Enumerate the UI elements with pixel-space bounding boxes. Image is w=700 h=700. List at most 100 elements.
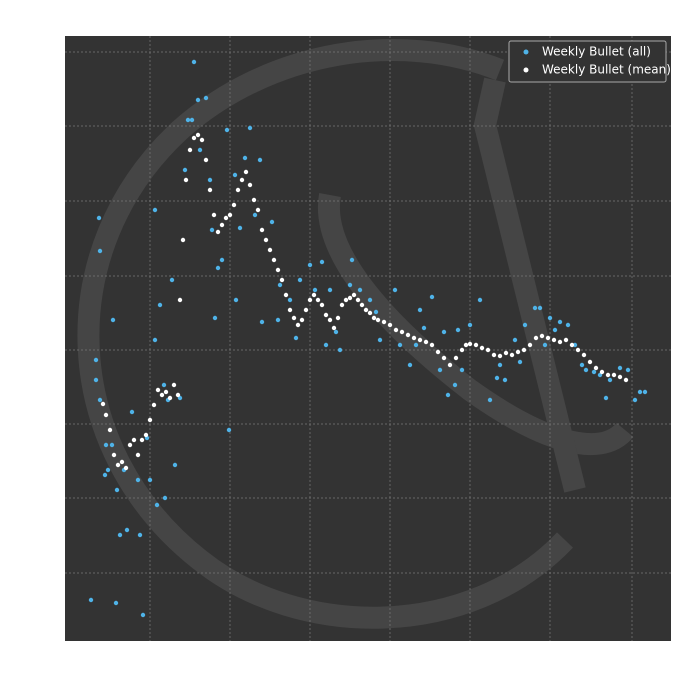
- point: [509, 352, 515, 358]
- point: [532, 305, 538, 311]
- point: [237, 225, 243, 231]
- point: [632, 397, 638, 403]
- point: [247, 125, 253, 131]
- point: [203, 157, 209, 163]
- point: [113, 600, 119, 606]
- point: [252, 212, 258, 218]
- point: [642, 389, 648, 395]
- point: [565, 322, 571, 328]
- point: [103, 412, 109, 418]
- point: [269, 219, 275, 225]
- point: [533, 335, 539, 341]
- point: [557, 339, 563, 345]
- point: [435, 349, 441, 355]
- point: [235, 187, 241, 193]
- point: [159, 392, 165, 398]
- point: [231, 202, 237, 208]
- point: [417, 337, 423, 343]
- point: [407, 362, 413, 368]
- point: [459, 347, 465, 353]
- watermark-stroke: [473, 77, 586, 493]
- point: [259, 319, 265, 325]
- point: [185, 117, 191, 123]
- point: [275, 267, 281, 273]
- point: [180, 237, 186, 243]
- point: [459, 367, 465, 373]
- point: [287, 307, 293, 313]
- point: [107, 427, 113, 433]
- point: [163, 389, 169, 395]
- point: [569, 342, 575, 348]
- point: [154, 502, 160, 508]
- point: [257, 157, 263, 163]
- point: [413, 342, 419, 348]
- point: [124, 527, 130, 533]
- legend-label: Weekly Bullet (mean): [542, 63, 671, 77]
- point: [323, 342, 329, 348]
- point: [437, 367, 443, 373]
- point: [96, 215, 102, 221]
- point: [135, 477, 141, 483]
- point: [109, 442, 115, 448]
- point: [271, 257, 277, 263]
- point: [199, 137, 205, 143]
- point: [287, 297, 293, 303]
- point: [93, 377, 99, 383]
- point: [381, 319, 387, 325]
- point: [143, 432, 149, 438]
- point: [191, 135, 197, 141]
- point: [147, 417, 153, 423]
- point: [477, 297, 483, 303]
- point: [203, 95, 209, 101]
- point: [211, 212, 217, 218]
- point: [195, 132, 201, 138]
- point: [219, 257, 225, 263]
- point: [417, 307, 423, 313]
- point: [247, 182, 253, 188]
- point: [579, 362, 585, 368]
- point: [603, 395, 609, 401]
- point: [88, 597, 94, 603]
- point: [155, 387, 161, 393]
- point: [119, 459, 125, 465]
- point: [297, 277, 303, 283]
- point: [299, 317, 305, 323]
- point: [307, 297, 313, 303]
- point: [393, 327, 399, 333]
- point: [223, 215, 229, 221]
- point: [303, 307, 309, 313]
- point: [127, 442, 133, 448]
- point: [557, 319, 563, 325]
- point: [233, 297, 239, 303]
- point: [111, 452, 117, 458]
- point: [251, 197, 257, 203]
- point: [255, 207, 261, 213]
- point: [494, 375, 500, 381]
- point: [129, 409, 135, 415]
- watermark-arc: [77, 39, 573, 629]
- point: [207, 187, 213, 193]
- point: [131, 437, 137, 443]
- point: [637, 389, 643, 395]
- point: [581, 352, 587, 358]
- point: [503, 350, 509, 356]
- point: [227, 212, 233, 218]
- point: [453, 355, 459, 361]
- point: [197, 147, 203, 153]
- point: [367, 310, 373, 316]
- point: [114, 487, 120, 493]
- point: [291, 315, 297, 321]
- point: [479, 345, 485, 351]
- legend-label: Weekly Bullet (all): [542, 45, 651, 59]
- point: [105, 467, 111, 473]
- point: [359, 302, 365, 308]
- point: [512, 337, 518, 343]
- point: [377, 337, 383, 343]
- point: [423, 339, 429, 345]
- point: [441, 329, 447, 335]
- point: [172, 462, 178, 468]
- point: [429, 294, 435, 300]
- point: [452, 382, 458, 388]
